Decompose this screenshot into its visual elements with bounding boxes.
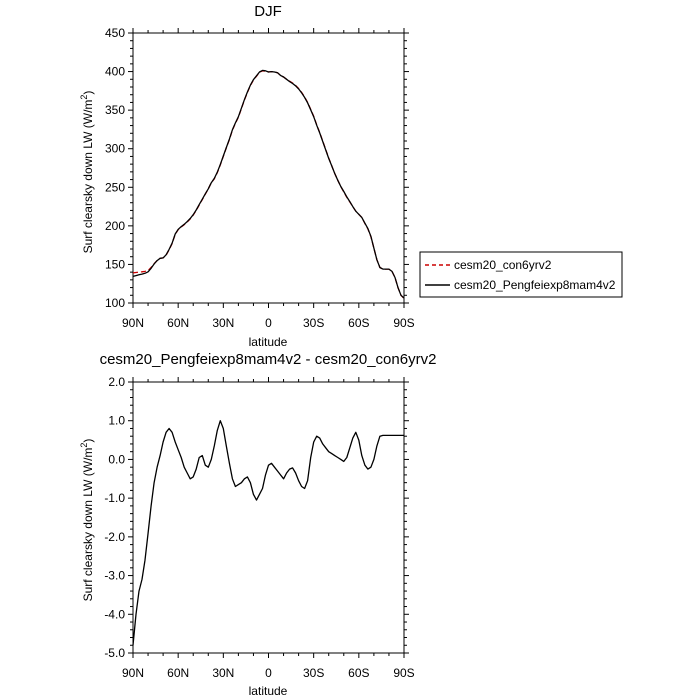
top-x-tick-label: 30S: [303, 316, 324, 330]
top-series-line-1: [132, 69, 405, 299]
bottom-y-axis-label: Surf clearsky down LW (W/m2): [79, 439, 95, 602]
top-x-tick-label: 60S: [348, 316, 369, 330]
bottom-y-tick-label: -5.0: [104, 646, 125, 660]
top-x-tick-label: 90N: [122, 316, 144, 330]
top-y-axis-label-sup: 2: [79, 95, 89, 100]
bottom-chart-title: cesm20_Pengfeiexp8mam4v2 - cesm20_con6yr…: [100, 351, 437, 368]
bottom-y-tick-label: -1.0: [104, 491, 125, 505]
top-y-tick-label: 200: [105, 219, 125, 233]
top-y-axis-label-close: ): [81, 91, 95, 95]
bottom-y-axis-label-close: ): [81, 439, 95, 443]
bottom-x-tick-label: 60S: [348, 666, 369, 680]
bottom-y-tick-label: -4.0: [104, 607, 125, 621]
bottom-panel: cesm20_Pengfeiexp8mam4v2 - cesm20_con6yr…: [79, 351, 436, 698]
bottom-y-axis-label-main: Surf clearsky down LW (W/m: [81, 448, 95, 602]
top-y-tick-label: 250: [105, 180, 125, 194]
legend-box: [419, 251, 623, 298]
bottom-y-axis-label-sup: 2: [79, 443, 89, 448]
top-y-tick-label: 450: [105, 26, 125, 40]
top-x-tick-label: 60N: [167, 316, 189, 330]
legend: cesm20_con6yrv2 cesm20_Pengfeiexp8mam4v2: [419, 251, 623, 298]
bottom-y-tick-label: 0.0: [108, 452, 125, 466]
top-panel: DJF 100 150 200 250 300 350 400 450 90N 60N 30N 0 30…: [79, 3, 415, 349]
top-x-tick-label: 90S: [393, 316, 414, 330]
bottom-x-tick-label: 0: [265, 666, 272, 680]
top-y-tick-label: 400: [105, 65, 125, 79]
bottom-y-tick-label: 2.0: [108, 375, 125, 389]
bottom-x-tick-label: 90N: [122, 666, 144, 680]
top-y-axis-label: Surf clearsky down LW (W/m2): [79, 91, 95, 254]
legend-label-pengfei: cesm20_Pengfeiexp8mam4v2: [454, 278, 616, 292]
bottom-x-tick-label: 90S: [393, 666, 414, 680]
legend-label-con6yrv2: cesm20_con6yrv2: [454, 258, 552, 272]
top-y-tick-label: 350: [105, 103, 125, 117]
bottom-x-tick-label: 30S: [303, 666, 324, 680]
bottom-x-tick-label: 30N: [212, 666, 234, 680]
top-x-tick-label: 0: [265, 316, 272, 330]
bottom-plot-area: -5.0 -4.0 -3.0 -2.0 -1.0 0.0 1.0 2.0 90N 60N 30N 0 3…: [104, 375, 414, 680]
bottom-y-tick-label: -3.0: [104, 569, 125, 583]
bottom-x-axis-label: latitude: [249, 684, 288, 698]
top-y-tick-label: 150: [105, 257, 125, 271]
top-plot-area: 100 150 200 250 300 350 400 450 90N 60N 30N 0 30S 60S…: [105, 26, 415, 330]
top-y-axis-label-main: Surf clearsky down LW (W/m: [81, 100, 95, 254]
top-x-tick-label: 30N: [212, 316, 234, 330]
top-chart-title: DJF: [254, 3, 282, 20]
bottom-y-tick-label: 1.0: [108, 414, 125, 428]
bottom-series-line-0: [132, 420, 404, 646]
top-x-axis-label: latitude: [249, 335, 288, 349]
top-y-tick-label: 300: [105, 142, 125, 156]
bottom-x-tick-label: 60N: [167, 666, 189, 680]
bottom-y-tick-label: -2.0: [104, 530, 125, 544]
top-y-tick-label: 100: [105, 296, 125, 310]
